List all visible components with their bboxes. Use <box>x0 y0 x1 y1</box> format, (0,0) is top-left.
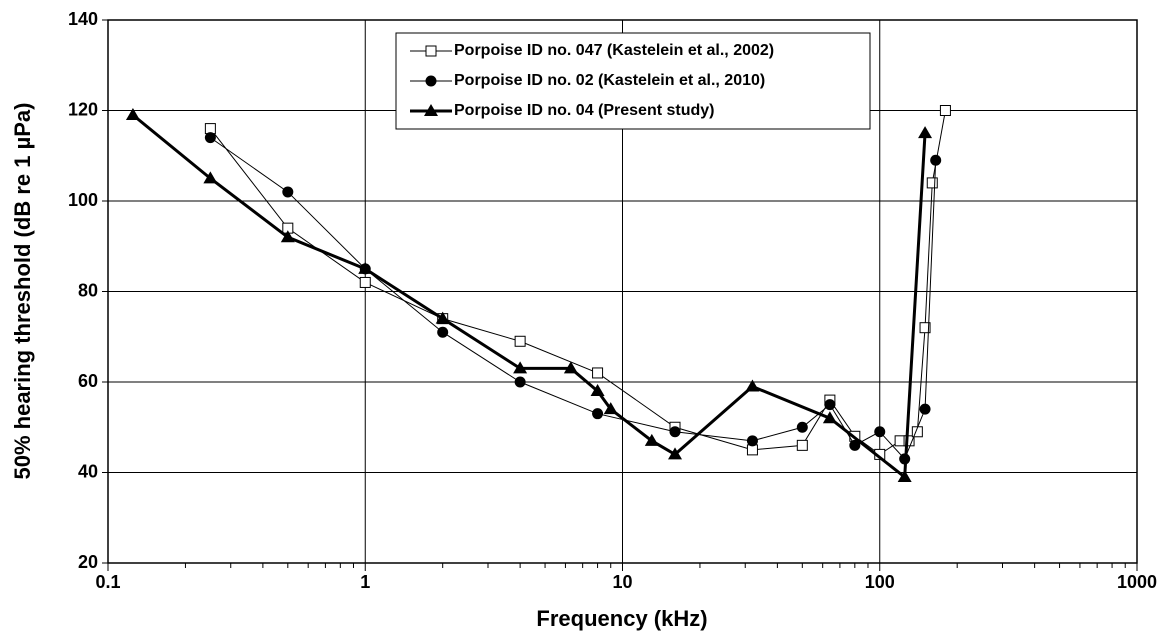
marker-triangle <box>822 411 837 424</box>
y-axis-label: 50% hearing threshold (dB re 1 µPa) <box>10 103 35 480</box>
marker-triangle <box>358 261 373 274</box>
y-tick-label: 20 <box>78 552 98 572</box>
marker-circle <box>437 326 449 338</box>
marker-square <box>514 335 526 347</box>
marker-circle <box>849 439 861 451</box>
legend-label: Porpoise ID no. 02 (Kastelein et al., 20… <box>454 72 765 89</box>
marker-circle <box>919 403 931 415</box>
marker-square <box>592 367 604 379</box>
marker-triangle <box>280 230 295 243</box>
x-tick-label: 10 <box>612 572 632 592</box>
legend-box <box>395 32 871 130</box>
marker-circle <box>282 186 294 198</box>
marker-circle <box>930 154 942 166</box>
y-tick-label: 40 <box>78 461 98 481</box>
marker-square <box>204 123 216 135</box>
marker-circle <box>592 408 604 420</box>
marker-circle <box>796 421 808 433</box>
series-line <box>131 113 927 480</box>
x-tick-label: 0.1 <box>95 572 120 592</box>
marker-triangle <box>897 470 912 483</box>
series-line <box>210 137 937 460</box>
y-tick-label: 140 <box>68 9 98 29</box>
marker-square <box>903 435 915 447</box>
y-tick-label: 120 <box>68 99 98 119</box>
x-tick-label: 1 <box>360 572 370 592</box>
marker-triangle <box>424 104 438 116</box>
marker-circle <box>874 426 886 438</box>
x-tick-label: 1000 <box>1117 572 1157 592</box>
series-line <box>209 110 946 456</box>
legend-label: Porpoise ID no. 04 (Present study) <box>454 102 715 119</box>
marker-triangle <box>590 384 605 397</box>
marker-square <box>926 177 938 189</box>
marker-triangle <box>644 433 659 446</box>
marker-triangle <box>125 108 140 121</box>
marker-square <box>796 439 808 451</box>
marker-triangle <box>513 361 528 374</box>
x-tick-label: 100 <box>865 572 895 592</box>
marker-triangle <box>745 379 760 392</box>
marker-triangle <box>918 126 933 139</box>
plot-frame <box>107 19 1138 564</box>
marker-square <box>425 45 437 57</box>
marker-circle <box>746 435 758 447</box>
marker-square <box>919 322 931 334</box>
y-tick-label: 100 <box>68 190 98 210</box>
y-tick-label: 80 <box>78 280 98 300</box>
marker-circle <box>514 376 526 388</box>
marker-triangle <box>603 402 618 415</box>
marker-square <box>746 444 758 456</box>
marker-triangle <box>435 311 450 324</box>
marker-square <box>939 105 951 116</box>
marker-circle <box>425 75 437 87</box>
y-tick-label: 60 <box>78 371 98 391</box>
legend-label: Porpoise ID no. 047 (Kastelein et al., 2… <box>454 42 774 59</box>
marker-circle <box>669 426 681 438</box>
marker-triangle <box>668 447 683 460</box>
marker-circle <box>824 399 836 411</box>
marker-triangle <box>563 361 578 374</box>
marker-circle <box>204 132 216 144</box>
x-axis-label: Frequency (kHz) <box>536 606 707 631</box>
marker-square <box>359 276 371 288</box>
marker-triangle <box>203 171 218 184</box>
